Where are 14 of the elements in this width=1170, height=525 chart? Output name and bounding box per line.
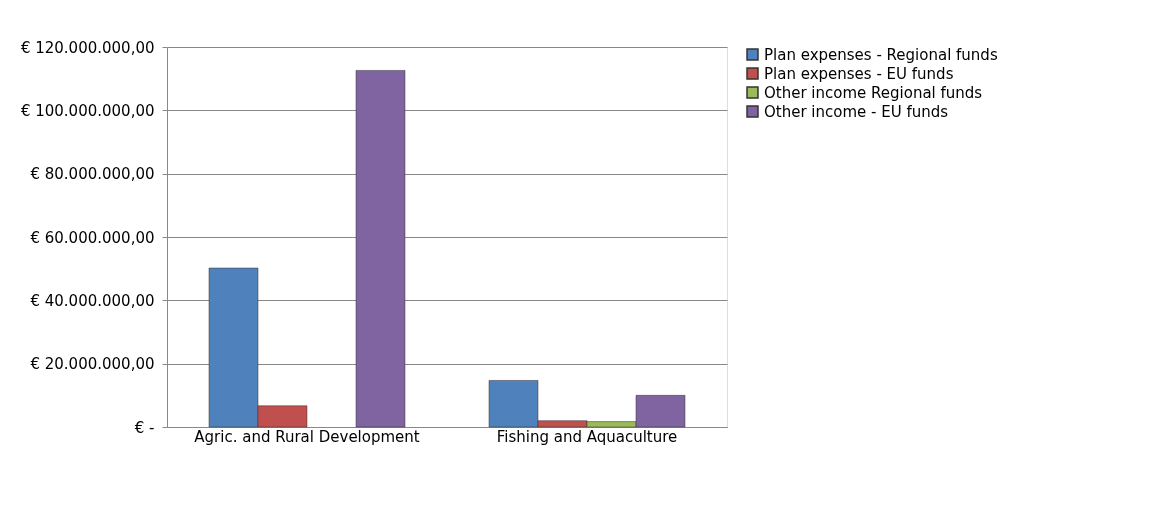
legend-label: Plan expenses - Regional funds — [764, 45, 998, 64]
legend-label: Plan expenses - EU funds — [764, 64, 954, 83]
x-tick-label: Fishing and Aquaculture — [496, 427, 678, 446]
y-tick-label: € 100.000.000,00 — [20, 101, 155, 120]
y-tick-label: € 60.000.000,00 — [30, 228, 155, 247]
y-tick-label: € 80.000.000,00 — [30, 165, 155, 184]
x-tick-label: Agric. and Rural Development — [194, 427, 420, 446]
y-tick-label: € - — [134, 418, 155, 437]
legend-label: Other income Regional funds — [764, 83, 983, 102]
y-tick-label: € 120.000.000,00 — [20, 38, 155, 57]
legend-label: Other income - EU funds — [764, 102, 949, 121]
y-tick-label: € 40.000.000,00 — [30, 291, 155, 310]
bar — [355, 70, 406, 428]
y-tick-label: € 20.000.000,00 — [30, 355, 155, 374]
